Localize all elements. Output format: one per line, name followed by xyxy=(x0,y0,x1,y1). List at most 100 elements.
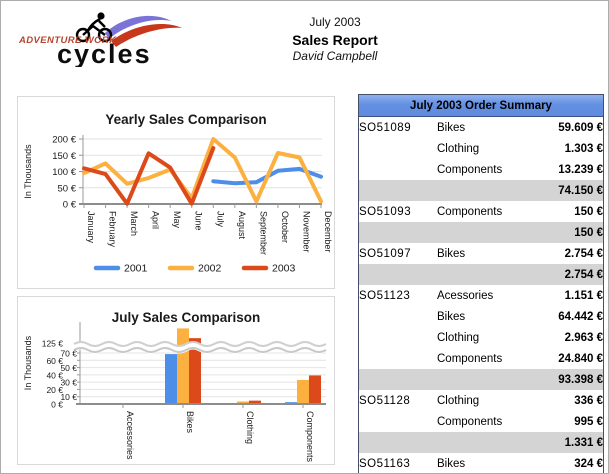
bar-y-tick: 10 € xyxy=(60,392,77,402)
subtotal-spacer xyxy=(359,222,437,243)
order-id: SO51123 xyxy=(359,289,411,302)
series-2003 xyxy=(82,146,216,206)
axis-break-wave-icon xyxy=(73,341,327,347)
order-subtotal-row: 74.150 € xyxy=(359,180,604,201)
order-summary-table: July 2003 Order Summary SO51089 Bikes 59.6… xyxy=(358,94,604,473)
order-summary-title: July 2003 Order Summary xyxy=(359,95,604,117)
order-subtotal-row: 1.331 € xyxy=(359,432,604,453)
series-2002 xyxy=(82,137,323,204)
line-x-label: October xyxy=(280,211,290,243)
line-x-label: March xyxy=(129,211,139,236)
order-id: SO51097 xyxy=(359,247,412,260)
report-period: July 2003 xyxy=(309,15,361,29)
order-amount: 150 € xyxy=(574,205,604,218)
order-category: Components xyxy=(437,415,503,428)
subtotal-spacer xyxy=(437,369,534,390)
order-line-row: SO51093 Components 150 € xyxy=(359,201,603,222)
line-ylabel: In Thousands xyxy=(23,144,33,199)
order-amount: 2.963 € xyxy=(564,331,604,344)
order-amount: 1.151 € xyxy=(564,289,604,302)
order-line-row: Components 995 € xyxy=(359,411,603,432)
bar-y-tick: 0 € xyxy=(51,400,63,410)
order-line-row: SO51089 Bikes 59.609 € xyxy=(359,117,603,139)
line-x-label: April xyxy=(151,211,161,229)
order-subtotal-row: 150 € xyxy=(359,222,604,243)
order-category: Clothing xyxy=(437,394,480,407)
bar-ylabel: In Thousands xyxy=(23,335,33,390)
bar-2003-clothing xyxy=(249,400,261,404)
line-x-label: May xyxy=(172,211,182,229)
bar-y-tick: 20 € xyxy=(46,385,63,395)
bar-y-tick: 30 € xyxy=(60,378,77,388)
bar-y-tick: 60 € xyxy=(46,356,63,366)
order-amount: 324 € xyxy=(574,457,604,470)
order-line-row: SO51163 Bikes 324 € xyxy=(359,453,604,473)
order-category: Components xyxy=(437,205,503,218)
order-amount: 24.840 € xyxy=(558,352,604,365)
bar-y-tick: 125 € xyxy=(42,339,64,349)
order-category: Components xyxy=(437,163,503,176)
order-subtotal: 93.398 € xyxy=(534,369,604,390)
order-line-row: SO51123 Acessories 1.151 € xyxy=(359,285,603,306)
order-line-row: Clothing 1.303 € xyxy=(359,138,603,159)
order-id xyxy=(359,306,437,327)
logo-text-cycles: cycles xyxy=(57,39,152,67)
order-id xyxy=(359,348,437,369)
bar-2002-components xyxy=(297,379,309,404)
line-x-label: November xyxy=(301,211,311,253)
order-subtotal: 2.754 € xyxy=(534,264,604,285)
subtotal-spacer xyxy=(359,180,437,201)
july-sales-chart-panel: July Sales Comparison 0 €10 €20 €30 €40 €… xyxy=(17,296,335,465)
order-subtotal: 1.331 € xyxy=(534,432,604,453)
legend-label-2001: 2001 xyxy=(124,263,148,275)
subtotal-spacer xyxy=(359,432,437,453)
bar-x-label: Accessories xyxy=(125,411,135,460)
order-id xyxy=(359,327,437,348)
subtotal-spacer xyxy=(437,264,534,285)
order-id xyxy=(359,159,437,180)
order-line-row: Bikes 64.442 € xyxy=(359,306,603,327)
july-sales-bar-chart: July Sales Comparison 0 €10 €20 €30 €40 €… xyxy=(23,310,328,462)
order-line-row: Components 24.840 € xyxy=(359,348,603,369)
order-amount: 336 € xyxy=(574,394,604,407)
order-id: SO51089 xyxy=(359,121,412,134)
line-y-tick: 0 € xyxy=(63,200,77,211)
logo-cyclist-icon xyxy=(75,12,113,43)
bar-2003-bikes xyxy=(189,338,201,404)
yearly-sales-line-chart: Yearly Sales Comparison 0 € 50 € 100 € 150 €… xyxy=(23,112,332,275)
order-line-row: Clothing 2.963 € xyxy=(359,327,603,348)
line-x-label: December xyxy=(323,211,332,253)
line-x-label: August xyxy=(237,211,247,240)
line-x-label: September xyxy=(258,211,268,255)
order-subtotal: 74.150 € xyxy=(534,180,604,201)
yearly-sales-chart-panel: Yearly Sales Comparison 0 € 50 € 100 € 150 €… xyxy=(17,96,335,289)
report-author: David Campbell xyxy=(292,48,378,63)
order-amount: 59.609 € xyxy=(558,121,604,134)
order-subtotal-row: 2.754 € xyxy=(359,264,604,285)
subtotal-spacer xyxy=(437,432,534,453)
line-y-tick: 150 € xyxy=(52,151,76,162)
order-category: Bikes xyxy=(437,121,466,134)
order-category: Bikes xyxy=(437,310,466,323)
adventure-works-cycles-logo: ADVENTURE WORKS cycles xyxy=(18,12,182,67)
bar-2001-bikes xyxy=(165,354,177,404)
order-subtotal: 150 € xyxy=(534,222,604,243)
line-y-tick: 100 € xyxy=(52,167,76,178)
bar-x-label: Components xyxy=(305,411,315,462)
order-amount: 995 € xyxy=(574,415,604,428)
subtotal-spacer xyxy=(437,222,534,243)
line-chart-title: Yearly Sales Comparison xyxy=(105,112,266,127)
bar-y-tick: 40 € xyxy=(46,370,63,380)
bar-chart-title: July Sales Comparison xyxy=(112,310,261,325)
order-line-row: SO51097 Bikes 2.754 € xyxy=(359,243,603,264)
subtotal-spacer xyxy=(437,180,534,201)
line-x-label: February xyxy=(108,211,118,248)
order-category: Acessories xyxy=(437,289,494,302)
bar-y-tick: 50 € xyxy=(60,363,77,373)
line-x-label: July xyxy=(215,211,225,228)
line-y-tick: 200 € xyxy=(52,135,76,146)
order-id: SO51093 xyxy=(359,205,412,218)
bar-x-label: Bikes xyxy=(185,411,195,434)
report-title-block: July 2003 Sales Report David Campbell xyxy=(249,15,421,64)
